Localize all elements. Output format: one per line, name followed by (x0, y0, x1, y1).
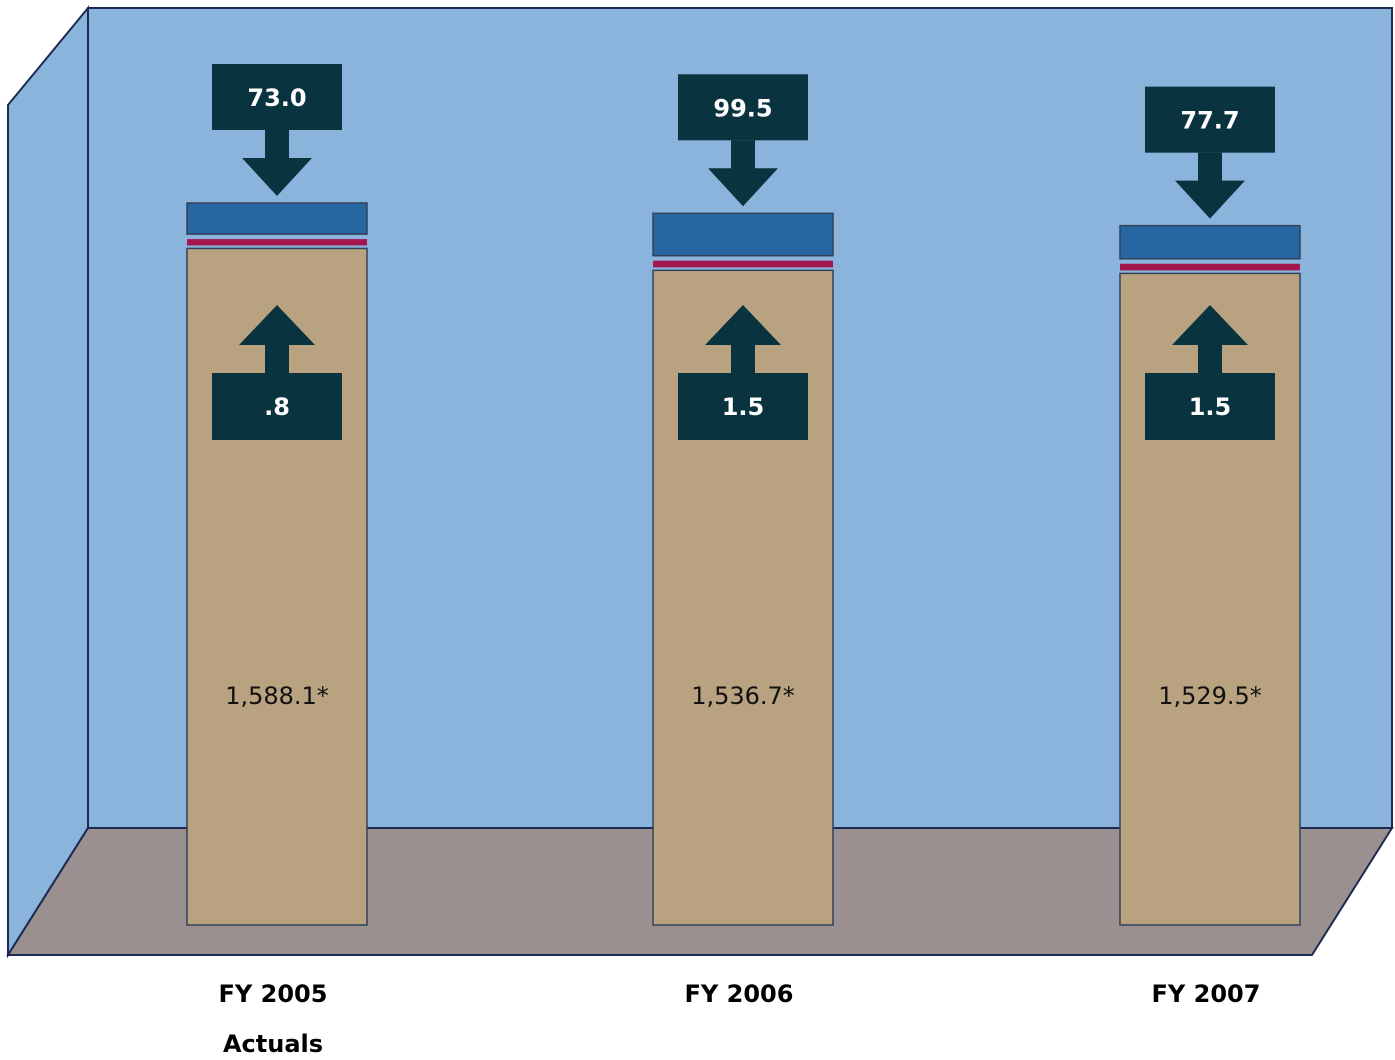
label-box (1145, 86, 1275, 153)
x-tick-label: FY 2005 (219, 980, 328, 1008)
value-label: 77.7 (1180, 107, 1239, 135)
arrow (1172, 305, 1248, 373)
bar-segment (1120, 263, 1300, 271)
arrow (705, 305, 781, 373)
bar-segment (187, 239, 367, 246)
x-tick-label: FY 2006 (685, 980, 794, 1008)
value-label: 1,529.5* (1158, 682, 1262, 710)
label-box (212, 64, 342, 130)
arrow (708, 140, 778, 207)
arrow (1175, 152, 1245, 219)
value-label: 1.5 (722, 393, 765, 421)
arrow (242, 130, 312, 196)
bar-segment (1119, 224, 1301, 260)
value-label: 1,588.1* (225, 682, 329, 710)
bar-segment (652, 212, 834, 257)
side-wall (7, 5, 89, 959)
label-box (678, 74, 808, 141)
label-box (678, 373, 808, 440)
x-tick-label: FY 2007 (1152, 980, 1261, 1008)
value-label: 1.5 (1189, 393, 1232, 421)
label-box (1145, 373, 1275, 440)
value-label: 1,536.7* (691, 682, 795, 710)
label-box (212, 373, 342, 440)
arrow (239, 305, 315, 373)
bar-segment (186, 202, 368, 235)
value-label: 73.0 (247, 84, 306, 112)
x-tick-sublabel: Actuals (223, 1030, 323, 1058)
value-label: .8 (264, 393, 290, 421)
value-label: 99.5 (713, 94, 772, 122)
bar-segment (653, 260, 833, 268)
